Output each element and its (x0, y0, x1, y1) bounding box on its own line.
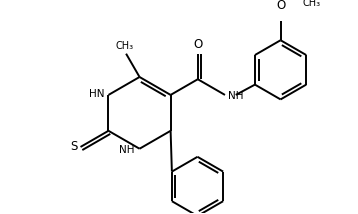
Text: NH: NH (228, 91, 243, 101)
Text: S: S (71, 140, 78, 153)
Text: HN: HN (90, 89, 105, 99)
Text: O: O (193, 39, 202, 51)
Text: O: O (276, 0, 285, 12)
Text: CH₃: CH₃ (115, 41, 134, 51)
Text: CH₃: CH₃ (303, 0, 321, 9)
Text: NH: NH (118, 145, 134, 155)
